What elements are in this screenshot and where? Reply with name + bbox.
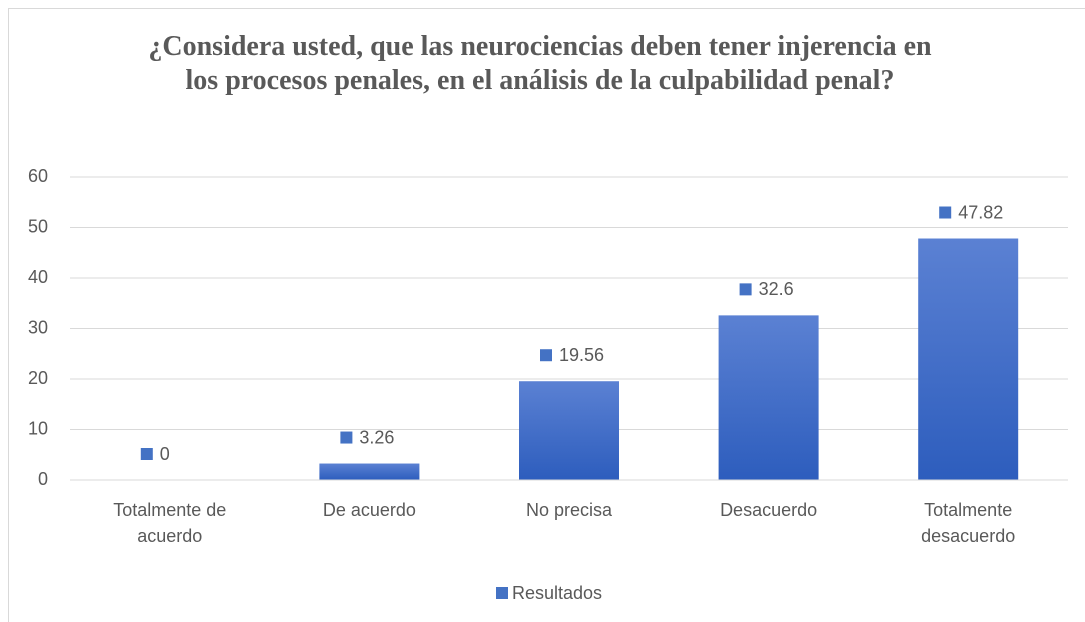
y-tick-label: 10: [28, 418, 48, 438]
y-tick-label: 0: [38, 469, 48, 489]
y-tick-label: 60: [28, 166, 48, 186]
data-label: 0: [160, 444, 170, 464]
data-label-key: [140, 448, 153, 460]
y-tick-label: 30: [28, 317, 48, 337]
data-label-key: [340, 431, 353, 444]
data-label: 32.6: [759, 279, 794, 299]
bar: [319, 463, 420, 480]
bar: [918, 238, 1019, 480]
data-label-key: [739, 283, 752, 296]
y-tick-label: 50: [28, 216, 48, 236]
chart-border: [8, 8, 1085, 622]
y-tick-label: 20: [28, 368, 48, 388]
data-label-key: [540, 349, 552, 362]
data-label: 47.82: [958, 202, 1003, 222]
x-tick-label: Desacuerdo: [720, 500, 818, 520]
x-tick-label: No precisa: [525, 500, 613, 520]
data-label: 19.56: [559, 345, 604, 365]
bar: [718, 315, 819, 480]
y-tick-label: 40: [28, 267, 48, 287]
data-label: 3.26: [359, 427, 394, 447]
chart-title: ¿Considera usted, que las neurociencias …: [148, 31, 932, 96]
x-tick-label: De acuerdo: [322, 500, 416, 520]
x-tick-label: Totalmente desacuerdo: [921, 500, 1016, 546]
legend-key: [496, 587, 508, 599]
bar: [519, 381, 619, 480]
x-tick-label: Totalmente de acuerdo: [113, 500, 227, 546]
data-label-key: [939, 206, 952, 219]
legend-label: Resultados: [512, 583, 602, 603]
